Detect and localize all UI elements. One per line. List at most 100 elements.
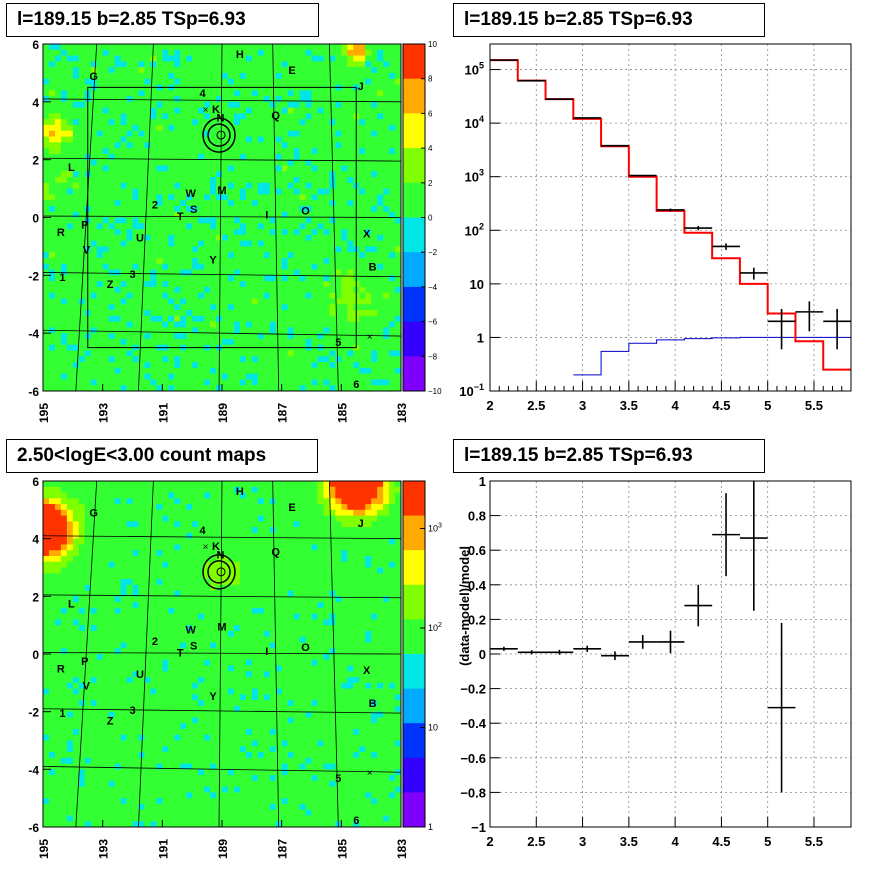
source-label: Q (271, 547, 280, 559)
colorbar-tick-label: −10 (428, 387, 442, 396)
y-tick-label: -2 (28, 269, 39, 283)
x-tick-label: 183 (395, 403, 409, 423)
y-tick-label: 0.8 (468, 509, 486, 524)
colorbar-frame (402, 480, 426, 828)
source-label: E (288, 502, 295, 514)
colorbar-cell (403, 44, 425, 80)
colorbar-tick-label: −4 (428, 283, 438, 292)
y-tick-label: -4 (28, 327, 39, 341)
x-tick-label: 189 (216, 839, 230, 859)
x-tick-label: 195 (37, 839, 51, 859)
spectrum-title: l=189.15 b=2.85 TSp=6.93 (453, 3, 765, 37)
map-grid-line (272, 43, 280, 392)
source-label: N (217, 113, 225, 125)
source-label: 1 (59, 272, 65, 284)
x-tick-label: 4 (672, 398, 680, 413)
source-label: 5 (335, 337, 341, 349)
colorbar-tick-label: −2 (428, 248, 438, 257)
map-grid-line (42, 272, 402, 278)
y-tick-label: -4 (28, 763, 39, 777)
source-label: K (212, 104, 220, 116)
colorbar-tick-label: 103 (428, 522, 442, 533)
y-tick-label: 0.6 (468, 543, 486, 558)
source-label: R (57, 663, 65, 675)
source-label: P (81, 220, 88, 232)
map-grid-line (42, 157, 402, 162)
colorbar-cell (403, 757, 425, 793)
x-tick-label: 5.5 (805, 834, 823, 849)
map2-title: 2.50<logE<3.00 count maps (6, 439, 318, 473)
source-label: S (190, 204, 197, 216)
source-label: O (301, 642, 310, 654)
x-tick-label: 191 (156, 839, 170, 859)
model-total-line (490, 59, 851, 371)
source-label: S (190, 640, 197, 652)
source-label: J (358, 81, 364, 93)
y-tick-label: 6 (32, 475, 39, 489)
colorbar-tick-label: 10 (428, 722, 438, 732)
roi-box (87, 86, 357, 349)
y-tick-label: 105 (465, 61, 484, 78)
source-label: H (236, 486, 244, 498)
source-label: Q (271, 110, 280, 122)
source-label: V (83, 681, 91, 693)
source-marker (216, 567, 226, 577)
map-grid-line (138, 480, 154, 828)
source-label: M (217, 622, 226, 634)
source-label: R (57, 227, 65, 239)
map-grid-line (42, 98, 402, 103)
colorbar-cell (403, 217, 425, 253)
x-mark: × (203, 105, 209, 116)
source-label: X (363, 665, 371, 677)
colorbar-cell (403, 481, 425, 517)
y-tick-label: 104 (465, 114, 484, 131)
source-circle-inner (207, 123, 231, 147)
y-tick-label: 103 (465, 168, 484, 185)
colorbar-cell (403, 723, 425, 759)
colorbar-tick-label: −8 (428, 352, 438, 361)
source-label: 3 (129, 269, 135, 281)
source-label: V (83, 244, 91, 256)
x-tick-label: 2 (486, 398, 493, 413)
colorbar-tick-label: 102 (428, 622, 442, 633)
x-tick-label: 4 (672, 834, 680, 849)
x-tick-label: 189 (216, 403, 230, 423)
colorbar-cell (403, 688, 425, 724)
colorbar-cell (403, 792, 425, 828)
colorbar-cell (403, 356, 425, 392)
y-tick-label: -6 (28, 821, 39, 835)
y-tick-label: 102 (465, 221, 484, 238)
source-label: I (265, 210, 268, 222)
source-label: 3 (129, 705, 135, 717)
colorbar-cell (403, 252, 425, 288)
source-circle-inner (207, 560, 231, 584)
source-label: I (265, 646, 268, 658)
source-label: L (68, 599, 75, 611)
source-label: 5 (335, 773, 341, 785)
residual-title: l=189.15 b=2.85 TSp=6.93 (453, 439, 765, 473)
y-tick-label: 0 (32, 648, 39, 662)
source-label: Z (107, 715, 114, 727)
y-tick-label: −1 (471, 820, 486, 835)
source-label: O (301, 205, 310, 217)
x-mark: × (203, 542, 209, 553)
x-tick-label: 3 (579, 398, 586, 413)
colorbar-cell (403, 113, 425, 149)
y-tick-label: −0.8 (460, 785, 486, 800)
colorbar-cell (403, 550, 425, 586)
source-label: U (136, 669, 144, 681)
x-tick-label: 193 (97, 839, 111, 859)
source-label: B (369, 698, 377, 710)
x-tick-label: 4.5 (712, 398, 730, 413)
source-label: 6 (353, 815, 359, 827)
map-grid-line (42, 708, 402, 714)
source-circle (202, 554, 236, 590)
x-tick-label: 5 (764, 834, 771, 849)
map-grid-line (42, 594, 402, 599)
map-grid-line (42, 215, 402, 218)
plot-frame (489, 43, 852, 392)
colorbar-tick-label: 6 (428, 109, 433, 118)
source-label: Y (209, 254, 217, 266)
